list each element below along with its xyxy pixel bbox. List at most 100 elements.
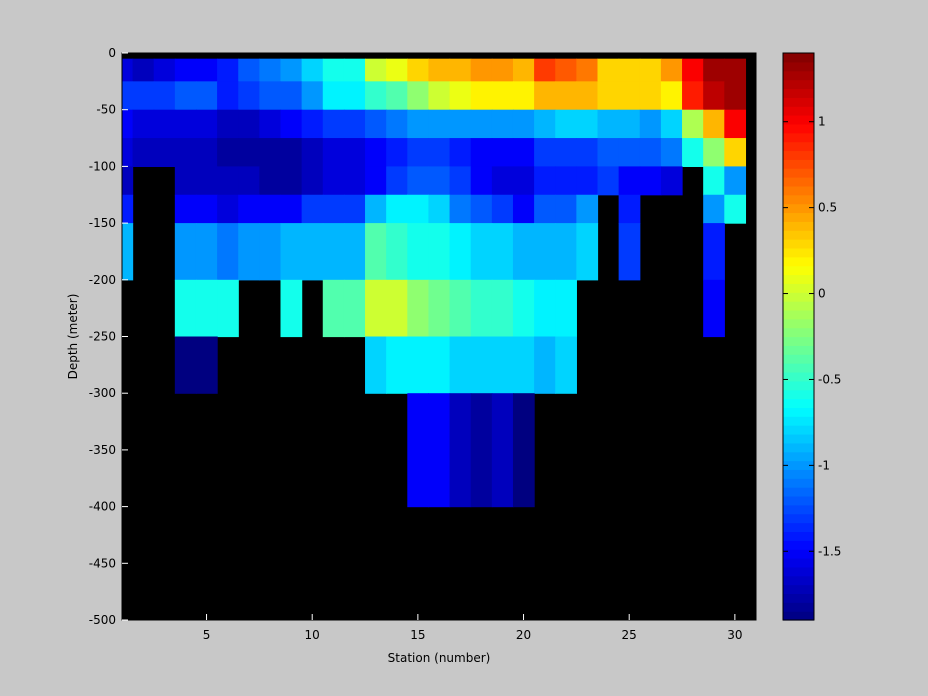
heatmap-cell [534,223,556,281]
y-tick-label: -400 [89,500,116,514]
colorbar-swatch [783,495,814,506]
heatmap-cell [555,279,577,338]
heatmap-cell [512,138,535,167]
heatmap-cell [724,58,747,82]
heatmap-cell [259,109,282,139]
colorbar-tick-label: 1 [818,115,826,129]
colorbar-swatch [783,389,814,400]
heatmap-cell [597,138,620,167]
colorbar-swatch [783,478,814,488]
heatmap-cell [470,138,493,167]
y-tick-label: -300 [89,386,116,400]
heatmap-cell [343,223,366,281]
y-tick-label: -100 [89,159,116,173]
heatmap-cell [195,138,218,167]
heatmap-cell [597,58,620,82]
heatmap-cell [217,166,239,196]
heatmap-cell [238,166,260,196]
x-tick-label: 20 [516,628,531,642]
colorbar-swatch [783,53,814,63]
heatmap-cell [555,336,577,394]
heatmap-cell [660,138,683,167]
heatmap-cell [280,58,303,82]
heatmap-cell [386,58,408,82]
heatmap-cell [301,138,324,167]
heatmap-cell [407,194,430,224]
colorbar-swatch [783,318,814,329]
heatmap-cell [407,336,430,394]
x-tick-label: 5 [203,628,211,642]
heatmap-cell [195,336,218,394]
colorbar-swatch [783,345,814,355]
heatmap-cell [534,138,556,167]
heatmap-cell [555,58,577,82]
colorbar-swatch [783,469,814,479]
heatmap-cell [682,109,704,139]
heatmap-cell [703,138,725,167]
colorbar-swatch [783,354,814,364]
heatmap-cell [365,194,387,224]
colorbar-swatch [783,584,814,595]
colorbar-swatch [783,522,814,533]
heatmap-cell [386,166,408,196]
heatmap-cell [407,393,430,508]
heatmap-cell [576,138,599,167]
heatmap-cell [576,194,599,224]
heatmap-cell [576,81,599,111]
heatmap-cell [512,223,535,281]
heatmap-cell [301,81,324,111]
heatmap-cell [555,138,577,167]
heatmap-cell [280,166,303,196]
heatmap-cell [259,81,282,111]
heatmap-cell [386,279,408,338]
heatmap-cell [259,223,282,281]
colorbar-swatch [783,239,814,249]
heatmap-cell [703,194,725,224]
heatmap-cell [322,138,345,167]
heatmap-cell [639,166,662,196]
heatmap-cell [322,109,345,139]
heatmap-cell [703,109,725,139]
colorbar-swatch [783,380,814,391]
colorbar-swatch [783,540,814,550]
colorbar-swatch [783,460,814,470]
heatmap-cell [618,194,641,224]
heatmap-cell [660,109,683,139]
heatmap-cell [470,393,493,508]
heatmap-cell [195,194,218,224]
heatmap-cell [174,109,197,139]
y-tick-label: -250 [89,330,116,344]
heatmap-cell [322,81,345,111]
colorbar-swatch [783,79,814,90]
heatmap-cell [449,393,472,508]
heatmap-cell [449,138,472,167]
heatmap-cell [449,336,472,394]
heatmap-cell [301,58,324,82]
heatmap-cell [280,223,303,281]
heatmap-cell [639,138,662,167]
colorbar-swatch [783,301,814,311]
heatmap-cell [195,109,218,139]
heatmap-cell [153,58,176,82]
x-tick-label: 25 [622,628,637,642]
heatmap-cell [491,194,514,224]
heatmap-cell [639,109,662,139]
heatmap-cell [491,58,514,82]
x-axis-ticks: 5 10 15 20 25 30 [203,614,743,642]
heatmap-cell [195,223,218,281]
heatmap-cell [259,166,282,196]
heatmap-cell [238,223,260,281]
heatmap-cell [217,81,239,111]
y-axis-label: Depth (meter) [66,294,80,380]
heatmap-cell [491,109,514,139]
heatmap-cell [682,81,704,111]
heatmap-cell [512,166,535,196]
heatmap-cell [407,58,430,82]
colorbar-swatch [783,327,814,338]
colorbar-swatch [783,611,814,621]
heatmap-cell [238,194,260,224]
colorbar-swatch [783,256,814,267]
colorbar-tick-label: 0 [818,287,826,301]
heatmap-cell [534,166,556,196]
y-tick-label: -50 [96,103,116,117]
